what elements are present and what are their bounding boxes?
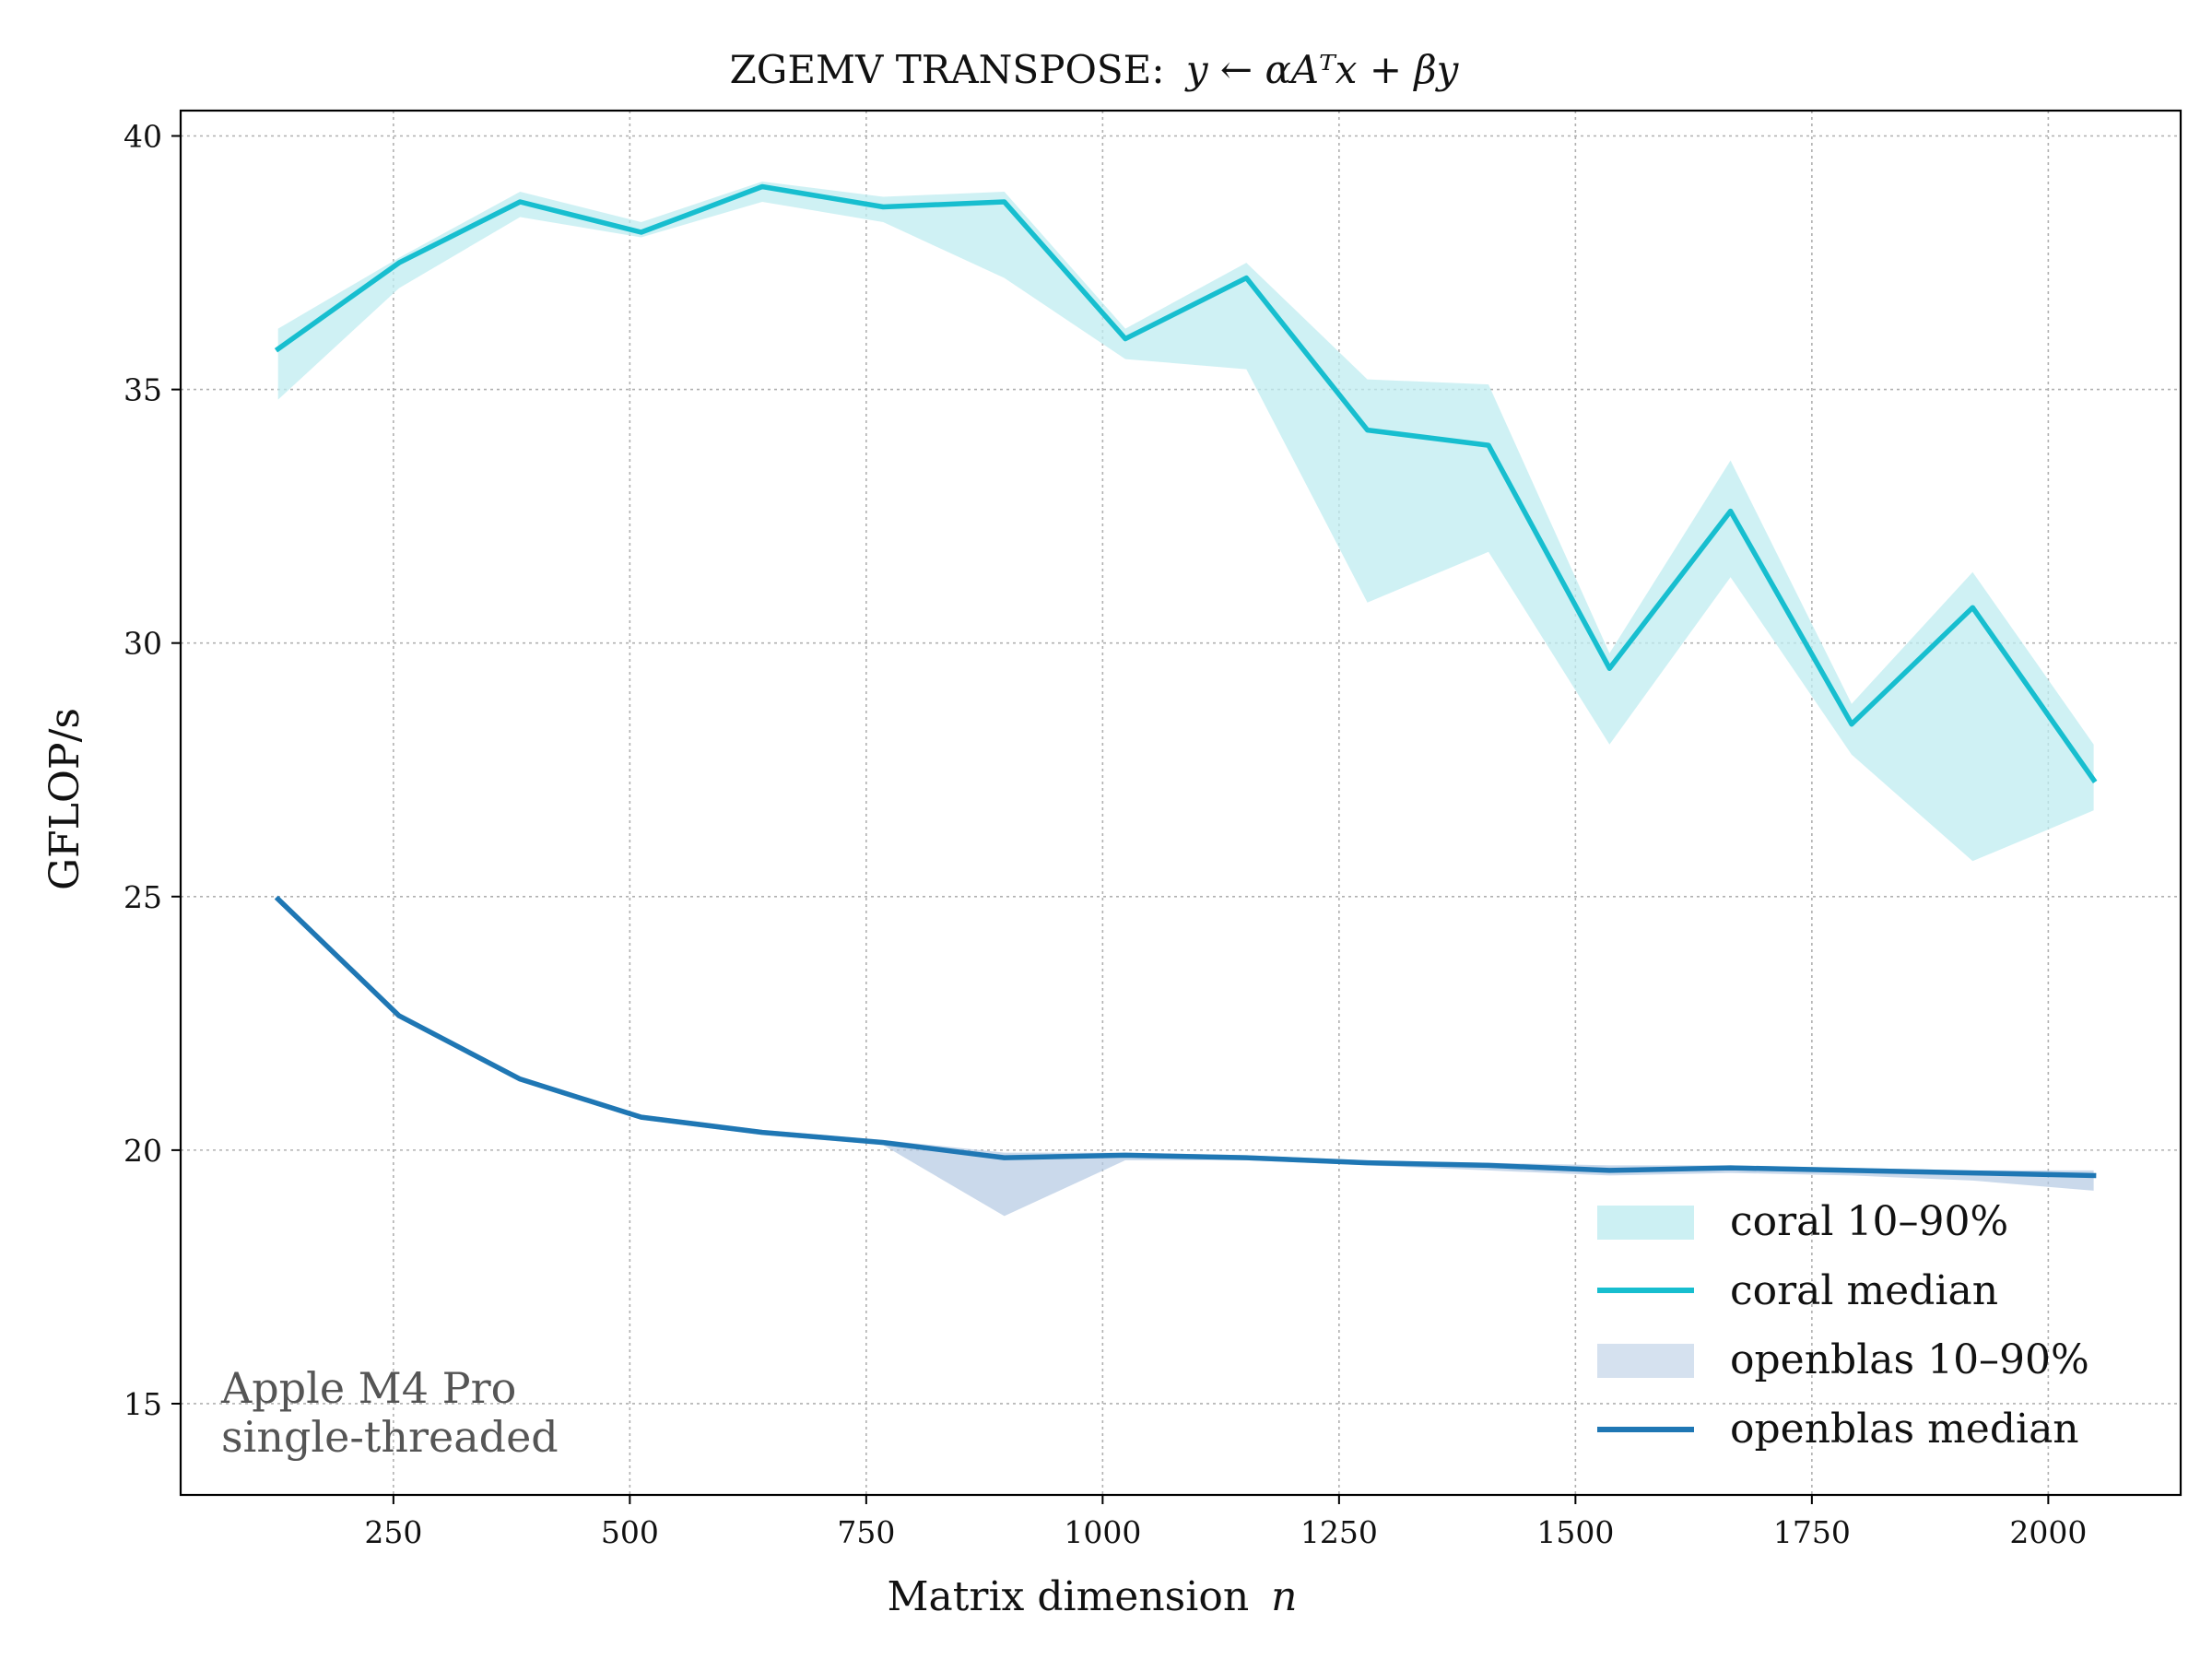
legend-label-coral-band: coral 10–90% — [1730, 1198, 2008, 1245]
y-tick-label: 20 — [124, 1133, 162, 1169]
x-tick-label: 250 — [364, 1514, 422, 1550]
chart-title: ZGEMV TRANSPOSE: y ← αAᵀx + βy — [730, 47, 1460, 92]
lines — [274, 183, 2098, 1179]
x-axis-label-var: n — [1271, 1573, 1297, 1620]
hardware-annotation: Apple M4 Pro single-threaded — [220, 1363, 559, 1462]
bands — [277, 182, 2094, 1217]
chart-title-prefix: ZGEMV TRANSPOSE: — [730, 47, 1165, 92]
x-tick-label: 1000 — [1064, 1514, 1141, 1550]
x-tick-label: 2000 — [2009, 1514, 2087, 1550]
legend-label-openblas-median: openblas median — [1730, 1406, 2079, 1453]
x-axis-label-text: Matrix dimension — [887, 1573, 1249, 1620]
openblas-median-line — [274, 895, 2097, 1179]
x-tick-label: 1250 — [1300, 1514, 1378, 1550]
legend: coral 10–90% coral median openblas 10–90… — [1597, 1198, 2089, 1453]
plot-frame — [179, 109, 2183, 1497]
coral-band — [277, 182, 2094, 862]
y-tick-label: 40 — [124, 119, 162, 155]
legend-label-openblas-band: openblas 10–90% — [1730, 1336, 2089, 1383]
x-tick-label: 1500 — [1536, 1514, 1614, 1550]
y-tick-label: 25 — [124, 879, 162, 915]
hardware-name: Apple M4 Pro — [220, 1363, 516, 1413]
y-axis-label: GFLOP/s — [41, 708, 88, 890]
chart-title-formula: y ← αAᵀx + βy — [1184, 47, 1460, 92]
x-tick-label: 1750 — [1773, 1514, 1851, 1550]
x-axis-label: Matrix dimension n — [887, 1573, 1297, 1620]
ticks: 250 500 750 1000 1250 1500 1750 2000 15 20 25 30 35 4… — [124, 119, 2087, 1550]
y-tick-label: 35 — [124, 372, 162, 408]
x-tick-label: 750 — [837, 1514, 895, 1550]
legend-swatch-openblas-band — [1597, 1344, 1694, 1378]
threading-mode: single-threaded — [221, 1412, 559, 1462]
legend-swatch-coral-band — [1597, 1206, 1694, 1240]
legend-label-coral-median: coral median — [1730, 1267, 1998, 1314]
x-tick-label: 500 — [601, 1514, 659, 1550]
coral-median-line — [274, 183, 2098, 784]
y-tick-label: 15 — [124, 1386, 162, 1422]
y-tick-label: 30 — [124, 626, 162, 662]
